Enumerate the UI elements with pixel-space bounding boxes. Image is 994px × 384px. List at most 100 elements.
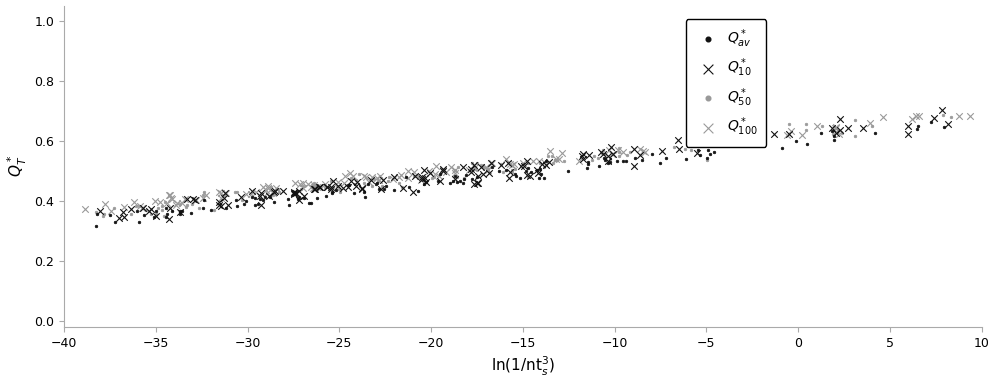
$Q_{10}^*$ <box>217 190 233 196</box>
$Q_{av}^*$ <box>445 178 461 184</box>
$Q_{50}^*$ <box>594 147 610 153</box>
$Q_{av}^*$ <box>128 209 144 215</box>
$Q_{10}^*$ <box>575 156 590 162</box>
$Q_{10}^*$ <box>375 177 391 184</box>
$Q_{10}^*$ <box>434 168 450 174</box>
$Q_{50}^*$ <box>196 189 212 195</box>
$Q_{10}^*$ <box>296 194 312 200</box>
$Q_{50}^*$ <box>366 176 382 182</box>
$Q_{av}^*$ <box>692 152 708 158</box>
$Q_{av}^*$ <box>507 172 523 179</box>
$Q_{av}^*$ <box>464 176 480 182</box>
$Q_{50}^*$ <box>148 211 164 217</box>
$Q_{10}^*$ <box>599 158 615 164</box>
$Q_{100}^*$ <box>631 146 647 152</box>
$Q_{10}^*$ <box>529 170 545 176</box>
$Q_{50}^*$ <box>734 136 749 142</box>
$Q_{av}^*$ <box>376 185 392 192</box>
$Q_{50}^*$ <box>544 152 560 159</box>
$Q_{50}^*$ <box>493 161 509 167</box>
$Q_{50}^*$ <box>154 207 170 213</box>
$Q_{100}^*$ <box>636 149 652 155</box>
$Q_{10}^*$ <box>179 196 195 202</box>
$Q_{100}^*$ <box>393 172 409 178</box>
$Q_{50}^*$ <box>682 147 698 153</box>
$Q_{10}^*$ <box>395 185 411 191</box>
$Q_{50}^*$ <box>323 178 339 184</box>
$Q_{100}^*$ <box>437 169 453 175</box>
$Q_{av}^*$ <box>535 175 551 181</box>
$Q_{100}^*$ <box>372 173 388 179</box>
$Q_{100}^*$ <box>195 195 211 201</box>
$Q_{100}^*$ <box>243 191 258 197</box>
$Q_{100}^*$ <box>146 197 162 204</box>
$Q_{100}^*$ <box>174 200 190 206</box>
$Q_{100}^*$ <box>634 147 650 154</box>
$Q_{50}^*$ <box>585 153 601 159</box>
$Q_{av}^*$ <box>490 167 506 174</box>
$Q_{10}^*$ <box>632 152 648 158</box>
$Q_{50}^*$ <box>229 189 245 195</box>
$Q_{100}^*$ <box>103 208 119 214</box>
$Q_{50}^*$ <box>191 204 207 210</box>
$Q_{100}^*$ <box>524 158 540 164</box>
$Q_{10}^*$ <box>925 115 941 121</box>
$Q_{10}^*$ <box>688 149 704 156</box>
$Q_{av}^*$ <box>254 197 270 203</box>
$Q_{50}^*$ <box>305 184 321 190</box>
$Q_{av}^*$ <box>295 195 311 201</box>
$Q_{100}^*$ <box>400 168 415 174</box>
$Q_{50}^*$ <box>797 127 813 133</box>
$Q_{100}^*$ <box>875 114 891 120</box>
$Q_{100}^*$ <box>480 167 496 174</box>
$Q_{10}^*$ <box>172 209 188 215</box>
$Q_{av}^*$ <box>324 190 340 196</box>
$Q_{100}^*$ <box>603 151 619 157</box>
$Q_{100}^*$ <box>268 185 284 191</box>
$Q_{av}^*$ <box>590 163 606 169</box>
$Q_{100}^*$ <box>460 167 476 174</box>
$Q_{av}^*$ <box>415 181 431 187</box>
$Q_{50}^*$ <box>95 213 111 219</box>
$Q_{100}^*$ <box>132 202 148 209</box>
$Q_{100}^*$ <box>609 146 625 152</box>
$Q_{50}^*$ <box>448 174 464 180</box>
$Q_{av}^*$ <box>580 161 595 167</box>
$Q_{av}^*$ <box>248 195 263 201</box>
$Q_{50}^*$ <box>863 123 879 129</box>
$Q_{10}^*$ <box>414 176 429 182</box>
$Q_{10}^*$ <box>625 146 641 152</box>
$Q_{50}^*$ <box>621 149 637 155</box>
$Q_{50}^*$ <box>601 156 617 162</box>
$Q_{50}^*$ <box>179 202 195 208</box>
$Q_{av}^*$ <box>531 175 547 181</box>
$Q_{av}^*$ <box>159 211 175 217</box>
$Q_{50}^*$ <box>473 162 489 168</box>
$Q_{100}^*$ <box>827 124 843 130</box>
$Q_{50}^*$ <box>547 157 563 163</box>
$Q_{100}^*$ <box>126 199 142 205</box>
$Q_{100}^*$ <box>426 171 442 177</box>
$Q_{av}^*$ <box>218 205 234 211</box>
$Q_{100}^*$ <box>503 162 519 168</box>
$Q_{50}^*$ <box>351 170 367 177</box>
$Q_{50}^*$ <box>156 213 172 219</box>
$Q_{50}^*$ <box>503 169 519 175</box>
$Q_{10}^*$ <box>110 215 126 222</box>
$Q_{50}^*$ <box>414 177 429 183</box>
$Q_{av}^*$ <box>921 119 937 125</box>
$Q_{av}^*$ <box>196 197 212 204</box>
$Q_{100}^*$ <box>258 187 274 194</box>
$Q_{50}^*$ <box>813 123 829 129</box>
$Q_{av}^*$ <box>432 170 448 177</box>
$Q_{10}^*$ <box>594 151 610 157</box>
$Q_{av}^*$ <box>520 165 536 171</box>
$Q_{10}^*$ <box>123 206 139 212</box>
$Q_{100}^*$ <box>259 183 275 189</box>
$Q_{100}^*$ <box>211 189 227 195</box>
$Q_{10}^*$ <box>245 188 260 194</box>
$Q_{10}^*$ <box>290 197 306 203</box>
$Q_{av}^*$ <box>690 147 706 153</box>
$Q_{av}^*$ <box>87 223 103 229</box>
$Q_{10}^*$ <box>592 149 608 155</box>
